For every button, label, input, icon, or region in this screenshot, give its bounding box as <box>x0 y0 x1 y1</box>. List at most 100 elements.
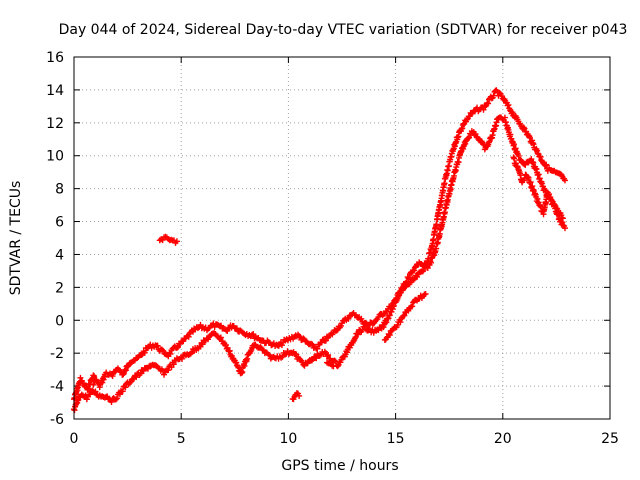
x-tick-label: 10 <box>279 431 297 447</box>
data-point <box>537 153 544 160</box>
y-tick-label: 12 <box>46 116 64 132</box>
data-point <box>141 349 148 356</box>
x-axis-label: GPS time / hours <box>281 458 398 474</box>
data-point <box>173 238 180 245</box>
data-point <box>109 373 116 380</box>
data-point <box>165 367 172 374</box>
data-point <box>113 395 120 402</box>
data-point <box>410 276 417 283</box>
data-point <box>80 380 87 387</box>
y-tick-label: 0 <box>55 313 64 329</box>
data-point <box>331 357 338 364</box>
y-tick-label: 16 <box>46 50 64 66</box>
data-point <box>226 347 233 354</box>
data-point <box>108 398 115 405</box>
data-point <box>133 374 140 381</box>
data-point <box>536 202 543 209</box>
data-point <box>559 219 566 226</box>
data-point <box>380 324 387 331</box>
data-point <box>526 179 533 186</box>
plot-frame <box>73 56 611 420</box>
data-point <box>250 331 257 338</box>
data-point <box>561 177 568 184</box>
y-tick-label: 14 <box>46 83 64 99</box>
data-points <box>71 87 568 414</box>
data-point <box>354 330 361 337</box>
y-tick-label: 8 <box>55 182 64 198</box>
data-point <box>403 279 410 286</box>
data-point <box>505 101 512 108</box>
data-point <box>411 264 418 271</box>
y-tick-label: -4 <box>50 379 64 395</box>
data-point <box>397 319 404 326</box>
y-tick-label: 10 <box>46 149 64 165</box>
data-point <box>509 109 516 116</box>
data-point <box>138 352 145 359</box>
data-point <box>525 174 532 181</box>
data-point <box>386 332 393 339</box>
data-point <box>167 350 174 357</box>
data-point <box>485 100 492 107</box>
data-point <box>325 351 332 358</box>
data-point <box>179 355 186 362</box>
data-point <box>358 315 365 322</box>
data-point <box>555 210 562 217</box>
data-point <box>205 325 212 332</box>
data-point <box>561 225 568 232</box>
data-point <box>92 388 99 395</box>
data-point <box>520 124 527 131</box>
data-point <box>90 372 97 379</box>
data-point <box>187 350 194 357</box>
data-point <box>265 339 272 346</box>
data-point <box>534 150 541 157</box>
x-tick-label: 25 <box>601 431 619 447</box>
data-point <box>161 371 168 378</box>
data-point <box>543 161 550 168</box>
data-point <box>154 342 161 349</box>
data-point <box>119 388 126 395</box>
data-point <box>414 273 421 280</box>
data-point <box>530 141 537 148</box>
data-point <box>185 333 192 340</box>
data-point <box>296 333 303 340</box>
data-point <box>308 340 315 347</box>
data-point <box>248 331 255 338</box>
x-tick-label: 5 <box>177 431 186 447</box>
data-point <box>126 379 133 386</box>
data-point <box>409 303 416 310</box>
data-point <box>158 346 165 353</box>
data-point <box>278 354 285 361</box>
data-point <box>466 134 473 141</box>
data-point <box>385 315 392 322</box>
data-point <box>174 344 181 351</box>
data-point <box>224 344 231 351</box>
chart-title: Day 044 of 2024, Sidereal Day-to-day VTE… <box>59 22 628 38</box>
data-point <box>137 370 144 377</box>
data-point <box>199 341 206 348</box>
data-point <box>316 352 323 359</box>
data-point <box>344 349 351 356</box>
data-point <box>405 275 412 282</box>
data-point <box>406 274 413 281</box>
y-tick-label: 2 <box>55 280 64 296</box>
data-point <box>91 373 98 380</box>
data-point <box>92 376 99 383</box>
y-tick-label: -2 <box>50 346 64 362</box>
y-tick-label: 6 <box>55 215 64 231</box>
data-point <box>403 278 410 285</box>
data-point <box>173 344 180 351</box>
data-point <box>296 392 303 399</box>
data-point <box>529 139 536 146</box>
x-tick-label: 15 <box>387 431 405 447</box>
data-point <box>515 152 522 159</box>
data-point <box>87 391 94 398</box>
data-point <box>463 116 470 123</box>
data-point <box>300 335 307 342</box>
x-axis: 0 5 10 15 20 25 <box>70 57 619 447</box>
x-tick-label: 0 <box>70 431 79 447</box>
data-point <box>524 173 531 180</box>
y-axis-label: SDTVAR / TECUs <box>8 181 24 296</box>
data-point <box>401 312 408 319</box>
data-point <box>422 290 429 297</box>
